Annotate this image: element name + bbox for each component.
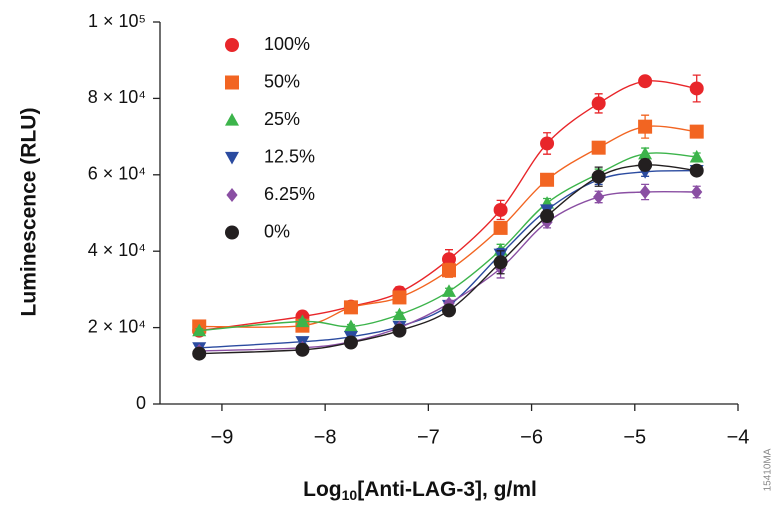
data-point <box>638 119 653 134</box>
data-point <box>295 342 310 357</box>
data-point <box>442 284 456 297</box>
fit-curve <box>199 169 697 349</box>
data-point <box>638 74 653 89</box>
data-point <box>343 319 358 333</box>
y-axis-label: Luminescence (RLU) <box>18 108 41 317</box>
figure-code: 15410MA <box>763 448 774 491</box>
data-point <box>689 81 704 96</box>
data-point <box>540 136 555 151</box>
x-tick-label: −5 <box>623 426 646 448</box>
data-point <box>540 172 555 187</box>
legend-marker <box>225 225 239 240</box>
data-point <box>689 163 704 178</box>
x-tick-label: −4 <box>727 426 750 448</box>
data-point <box>639 184 651 199</box>
y-tick-label: 8 × 10⁴ <box>88 87 146 107</box>
data-point <box>638 157 653 172</box>
y-tick-label: 0 <box>136 393 146 413</box>
data-point <box>591 96 606 111</box>
x-tick-label: −8 <box>314 426 337 448</box>
fit-curve <box>199 164 697 355</box>
data-point <box>638 146 653 160</box>
data-point <box>442 263 456 278</box>
fit-curve <box>199 190 697 352</box>
data-point <box>392 290 407 305</box>
data-point <box>192 323 207 337</box>
fit-curve <box>199 152 697 332</box>
y-tick-label: 6 × 10⁴ <box>88 164 146 184</box>
legend-marker <box>225 75 239 90</box>
y-tick-label: 4 × 10⁴ <box>88 240 146 260</box>
legend-marker <box>225 113 239 126</box>
legend-marker <box>226 188 238 202</box>
data-point <box>392 323 407 338</box>
data-point <box>591 140 606 155</box>
fit-curve <box>199 80 697 332</box>
legend-label: 25% <box>264 109 300 129</box>
data-point <box>689 149 704 163</box>
legend-marker <box>225 151 239 165</box>
legend-label: 100% <box>264 34 310 54</box>
data-point <box>493 255 508 270</box>
x-label-part: [Anti-LAG-3], g/ml <box>357 478 537 501</box>
x-tick-label: −6 <box>520 426 543 448</box>
data-point <box>493 202 508 217</box>
x-tick-label: −9 <box>211 426 234 448</box>
data-point <box>343 300 358 315</box>
data-point <box>591 169 606 184</box>
data-point <box>593 189 605 204</box>
data-point <box>192 346 207 361</box>
data-point <box>442 252 456 267</box>
data-point <box>442 303 456 318</box>
data-point <box>689 124 704 139</box>
data-point <box>295 314 310 328</box>
y-tick-label: 1 × 10⁵ <box>88 11 146 31</box>
legend-label: 12.5% <box>264 146 315 166</box>
x-axis-label: Log10[Anti-LAG-3], g/ml <box>303 478 537 503</box>
data-point <box>493 220 508 235</box>
legend-label: 50% <box>264 71 300 91</box>
data-point <box>691 184 703 199</box>
legend-label: 6.25% <box>264 184 315 204</box>
x-label-subscript: 10 <box>342 487 358 503</box>
data-point <box>392 307 407 321</box>
legend-marker <box>225 38 239 52</box>
legend-label: 0% <box>264 221 290 241</box>
x-tick-label: −7 <box>417 426 440 448</box>
data-point <box>540 209 555 224</box>
data-point <box>343 335 358 350</box>
x-label-part: Log <box>303 478 341 501</box>
y-tick-label: 2 × 10⁴ <box>88 316 146 336</box>
